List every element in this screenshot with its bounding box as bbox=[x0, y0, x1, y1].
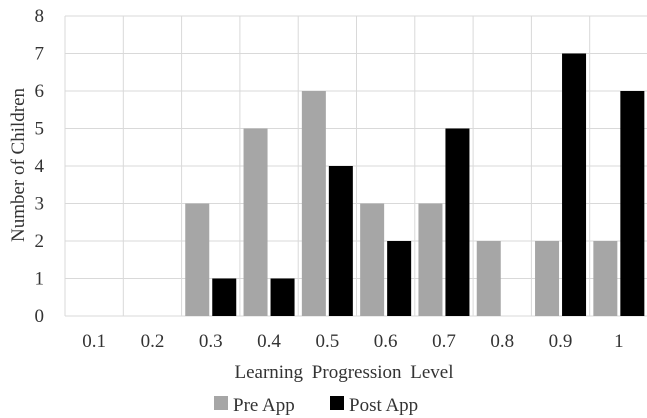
y-tick-label: 0 bbox=[35, 306, 45, 327]
bar-pre-app bbox=[593, 241, 618, 316]
x-tick-label: 1 bbox=[614, 331, 624, 352]
bar-pre-app bbox=[476, 241, 501, 316]
bar-pre-app bbox=[185, 203, 210, 316]
x-tick-label: 0.9 bbox=[549, 331, 573, 352]
y-tick-label: 8 bbox=[35, 6, 45, 27]
bar-post-app bbox=[562, 53, 587, 316]
bar-post-app bbox=[270, 278, 295, 316]
gridlines bbox=[64, 15, 647, 317]
x-tick-label: 0.7 bbox=[432, 331, 456, 352]
y-tick-label: 3 bbox=[35, 194, 45, 215]
legend-swatch-post-app bbox=[330, 396, 344, 410]
bar-pre-app bbox=[360, 203, 385, 316]
bar-pre-app bbox=[301, 91, 326, 316]
y-tick-labels: 0 1 2 3 4 5 6 7 8 bbox=[35, 6, 45, 327]
x-tick-label: 0.8 bbox=[490, 331, 514, 352]
x-tick-label: 0.4 bbox=[257, 331, 281, 352]
bar-post-app bbox=[445, 128, 470, 316]
x-tick-label: 0.6 bbox=[374, 331, 398, 352]
x-axis-label: Learning Progression Level bbox=[234, 362, 453, 383]
bar-pre-app bbox=[418, 203, 443, 316]
x-tick-label: 0.2 bbox=[141, 331, 165, 352]
y-tick-label: 7 bbox=[35, 44, 45, 65]
legend-label-pre-app: Pre App bbox=[233, 395, 295, 416]
y-tick-label: 1 bbox=[35, 269, 45, 290]
bar-post-app bbox=[212, 278, 237, 316]
y-tick-label: 5 bbox=[35, 119, 45, 140]
y-tick-label: 4 bbox=[35, 156, 45, 177]
bar-post-app bbox=[620, 91, 645, 316]
bar-post-app bbox=[387, 241, 412, 316]
y-tick-label: 6 bbox=[35, 81, 45, 102]
x-tick-label: 0.5 bbox=[315, 331, 339, 352]
x-tick-label: 0.1 bbox=[82, 331, 106, 352]
y-tick-label: 2 bbox=[35, 231, 45, 252]
x-tick-labels: 0.1 0.2 0.3 0.4 0.5 0.6 0.7 0.8 0.9 1 bbox=[82, 331, 623, 352]
bar-post-app bbox=[328, 166, 353, 316]
x-tick-label: 0.3 bbox=[199, 331, 223, 352]
bars bbox=[185, 53, 645, 316]
y-axis-label: Number of Children bbox=[8, 87, 29, 242]
legend-label-post-app: Post App bbox=[349, 395, 418, 416]
bar-pre-app bbox=[535, 241, 560, 316]
legend: Pre App Post App bbox=[214, 395, 418, 416]
legend-swatch-pre-app bbox=[214, 396, 228, 410]
bar-pre-app bbox=[243, 128, 268, 316]
